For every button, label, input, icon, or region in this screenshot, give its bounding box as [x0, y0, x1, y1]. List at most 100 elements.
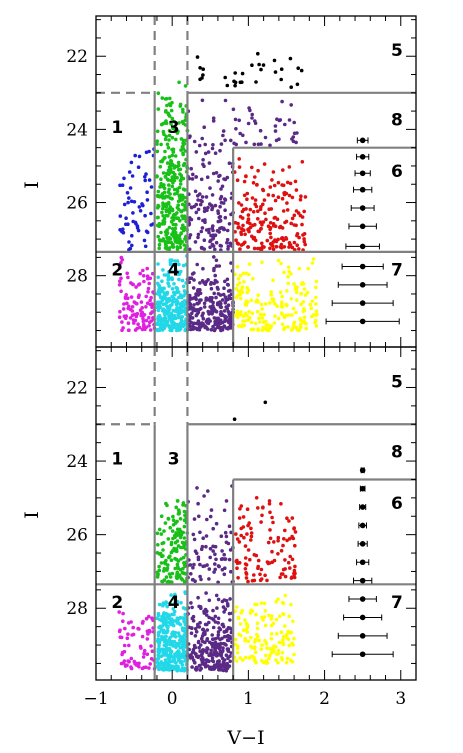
data-point	[244, 563, 249, 567]
data-point	[241, 133, 245, 138]
data-point	[160, 634, 164, 639]
data-point	[218, 305, 223, 309]
data-point	[217, 302, 221, 306]
data-point	[158, 300, 163, 305]
data-point	[209, 508, 214, 512]
data-point	[236, 242, 241, 246]
data-point	[283, 593, 288, 598]
data-point	[175, 300, 179, 305]
data-point	[281, 634, 286, 639]
data-point	[287, 519, 291, 523]
data-point	[295, 243, 300, 247]
data-point	[289, 221, 294, 226]
data-point	[216, 633, 221, 637]
data-point	[167, 555, 171, 560]
data-point	[122, 643, 127, 648]
data-point	[275, 304, 279, 309]
data-point	[165, 310, 170, 315]
data-point	[173, 600, 177, 605]
data-point	[207, 577, 211, 581]
data-point	[237, 157, 241, 161]
data-point	[245, 285, 249, 290]
data-point	[205, 517, 209, 522]
data-point	[269, 290, 274, 294]
x-axis-label: V−I	[226, 727, 264, 749]
data-point	[223, 279, 227, 284]
data-point	[219, 187, 223, 191]
data-point	[191, 614, 196, 619]
data-point	[264, 323, 269, 328]
data-point	[123, 295, 128, 299]
data-point	[242, 193, 247, 198]
data-point	[276, 195, 281, 199]
data-point	[161, 201, 165, 205]
data-point	[290, 245, 295, 250]
data-point	[288, 566, 292, 570]
data-point	[192, 278, 196, 282]
data-point	[237, 561, 242, 565]
data-point	[199, 653, 204, 658]
data-point	[172, 126, 177, 131]
data-point	[159, 618, 164, 623]
data-point	[167, 297, 171, 301]
data-point	[188, 276, 192, 281]
data-point	[162, 323, 167, 327]
data-point	[182, 141, 187, 146]
data-point	[217, 215, 222, 220]
data-point	[158, 551, 163, 556]
data-point	[238, 273, 243, 278]
data-point	[250, 63, 254, 67]
data-point	[169, 122, 173, 126]
data-point	[251, 181, 256, 185]
data-point	[202, 305, 207, 309]
data-point	[202, 206, 207, 211]
data-point	[135, 226, 140, 230]
data-point	[172, 290, 176, 295]
data-point	[168, 642, 172, 646]
data-point	[159, 514, 164, 518]
data-point	[268, 653, 272, 658]
data-point	[213, 319, 217, 324]
data-point	[161, 579, 165, 584]
data-point	[284, 632, 289, 637]
data-point	[286, 560, 291, 565]
data-point	[260, 643, 264, 647]
data-point	[269, 623, 274, 628]
data-point	[280, 99, 284, 104]
data-point	[223, 75, 227, 80]
data-point	[175, 191, 179, 195]
data-point	[237, 281, 242, 285]
data-point	[172, 174, 177, 178]
data-point	[125, 301, 129, 306]
data-point	[198, 281, 202, 285]
data-point	[239, 203, 244, 207]
data-point	[202, 125, 206, 129]
data-point	[182, 161, 187, 166]
data-point	[147, 281, 151, 286]
data-point	[227, 222, 232, 226]
data-point	[132, 312, 137, 317]
data-point	[117, 266, 122, 270]
data-point	[170, 617, 174, 622]
data-point	[191, 532, 196, 537]
data-point	[156, 262, 160, 266]
region-label: 2	[111, 593, 123, 613]
data-point	[188, 233, 193, 237]
data-point	[221, 646, 225, 650]
region-label: 6	[391, 162, 403, 182]
data-point	[208, 319, 212, 323]
data-point	[211, 236, 216, 240]
data-point	[296, 211, 301, 215]
data-point	[282, 245, 287, 249]
data-point	[187, 317, 192, 322]
data-point	[191, 286, 196, 290]
data-point	[172, 655, 177, 659]
data-point	[121, 227, 125, 231]
data-point	[142, 238, 147, 243]
data-point	[216, 318, 220, 322]
data-point	[242, 535, 246, 540]
data-point	[156, 107, 161, 111]
data-point	[287, 643, 292, 648]
data-point	[127, 196, 131, 200]
x-tick-label: −1	[83, 689, 108, 709]
